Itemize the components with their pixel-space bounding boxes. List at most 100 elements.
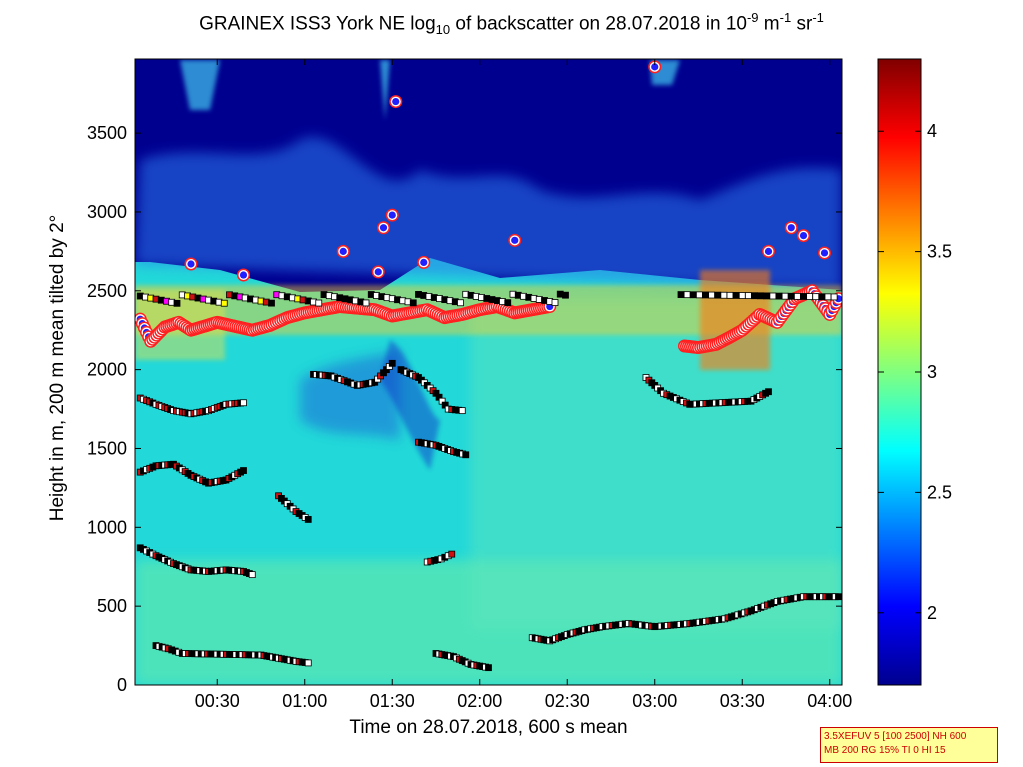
cap-marker (268, 299, 275, 307)
layer-marker (248, 571, 256, 579)
y-axis-label: Height in m, 200 m mean tilted by 2° (47, 214, 68, 522)
layer-marker (304, 659, 312, 667)
layer-marker (304, 516, 312, 523)
cap-marker (769, 292, 777, 300)
colorbar-tick-label: 3.5 (927, 242, 952, 262)
cloud-elevated-point (187, 260, 195, 268)
cloud-elevated-point (799, 232, 808, 240)
heatmap-boundary-layer (470, 300, 842, 630)
cap-marker (409, 299, 417, 307)
cap-marker (806, 293, 814, 300)
colorbar-tick-label: 4 (927, 121, 937, 141)
cap-marker (720, 291, 728, 299)
y-tick-label: 2500 (87, 281, 127, 301)
cloud-elevated-point (820, 249, 829, 257)
x-tick-label: 03:00 (632, 691, 677, 711)
colorbar-tick-label: 2.5 (927, 482, 952, 502)
cloud-elevated-point (420, 258, 428, 267)
y-tick-label: 2000 (87, 360, 127, 380)
cap-marker (726, 291, 734, 299)
cap-marker (830, 293, 838, 301)
x-tick-label: 03:30 (720, 691, 765, 711)
settings-line-1: 3.5XEFUV 5 [100 2500] NH 600 (824, 731, 967, 742)
x-tick-label: 01:30 (370, 691, 415, 711)
cap-marker (757, 292, 765, 300)
layer-marker (458, 407, 466, 415)
y-tick-label: 1000 (87, 517, 127, 537)
cap-marker (504, 299, 512, 307)
chart-title: GRAINEX ISS3 York NE log10 of backscatte… (199, 10, 824, 38)
cap-marker (812, 293, 820, 301)
cap-marker (793, 292, 801, 300)
plot-frame (134, 58, 843, 686)
cap-marker (714, 291, 722, 299)
cloud-elevated-point (392, 97, 400, 106)
cap-marker (702, 291, 709, 299)
y-tick-label: 0 (117, 675, 127, 695)
y-tick-label: 3500 (87, 123, 127, 143)
cap-marker (732, 292, 740, 299)
x-tick-label: 04:00 (807, 691, 852, 711)
x-tick-label: 02:00 (457, 691, 502, 711)
cap-marker (751, 292, 758, 300)
cap-marker (457, 299, 464, 307)
cap-marker (689, 291, 697, 299)
cap-marker (683, 291, 691, 299)
cloud-elevated-point (388, 211, 396, 219)
cloud-elevated-point (764, 247, 773, 255)
colorbar-tick-label: 2 (927, 603, 937, 623)
cloud-elevated-point (511, 236, 519, 244)
cap-marker (763, 292, 771, 300)
colorbar-axis: 2 2.5 3 3.5 4 (878, 121, 952, 623)
layer-marker (240, 467, 247, 474)
x-tick-label: 00:30 (195, 691, 240, 711)
settings-box: 3.5XEFUV 5 [100 2500] NH 600 MB 200 RG 1… (820, 727, 998, 763)
x-tick-label: 02:30 (545, 691, 590, 711)
cloud-elevated-point (239, 271, 248, 279)
cap-marker (362, 299, 370, 307)
backscatter-heatmap (135, 59, 842, 685)
cap-marker (738, 292, 746, 299)
heatmap-dry-streak (380, 340, 440, 470)
cloud-elevated-point (339, 247, 347, 255)
colorbar-tick-label: 3 (927, 362, 937, 382)
x-tick-label: 01:00 (282, 691, 327, 711)
layer-marker (485, 664, 492, 672)
cap-marker (562, 291, 569, 299)
cap-marker (800, 293, 807, 300)
cap-marker (551, 299, 559, 306)
cap-marker (315, 299, 323, 307)
layer-marker (462, 451, 470, 459)
cap-marker (824, 293, 832, 301)
cap-marker (787, 292, 795, 300)
layer-marker (448, 550, 456, 558)
heatmap-aerosol-plumes (135, 137, 842, 290)
layer-marker (835, 593, 842, 601)
cap-marker (695, 291, 703, 299)
cap-marker (677, 291, 685, 298)
y-axis: 0 500 1000 1500 2000 2500 3000 3500 (87, 123, 842, 695)
cap-marker (708, 291, 716, 299)
y-tick-label: 3000 (87, 202, 127, 222)
cloud-elevated-point (374, 268, 382, 276)
cloud-elevated-point (651, 63, 659, 71)
y-tick-label: 500 (97, 596, 127, 616)
cap-marker (744, 292, 752, 300)
cap-marker (781, 292, 789, 300)
colorbar (877, 58, 922, 686)
y-tick-label: 1500 (87, 438, 127, 458)
cap-marker (173, 299, 181, 307)
cloud-elevated-point (787, 224, 795, 232)
layer-marker (240, 399, 247, 407)
cloud-elevated-point (379, 224, 388, 232)
settings-line-2: MB 200 RG 15% TI 0 HI 15 (824, 745, 946, 756)
layer-marker (765, 388, 772, 396)
cap-marker (775, 292, 783, 300)
cap-marker (220, 299, 228, 307)
cap-marker (818, 293, 826, 301)
x-axis: 00:30 01:00 01:30 02:00 02:30 03:00 03:30 04:00 (195, 59, 852, 711)
layer-marker (388, 359, 396, 367)
layer-markers (135, 60, 842, 672)
x-axis-label: Time on 28.07.2018, 600 s mean (349, 717, 628, 738)
